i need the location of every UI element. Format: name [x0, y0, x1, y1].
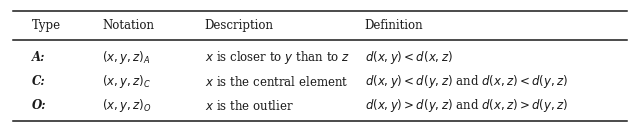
- Text: Type: Type: [32, 19, 61, 32]
- Text: O:: O:: [32, 99, 47, 112]
- Text: $x$ is closer to $y$ than to $z$: $x$ is closer to $y$ than to $z$: [205, 49, 350, 66]
- Text: $d(x, y) > d(y, z)$ and $d(x, z) > d(y, z)$: $d(x, y) > d(y, z)$ and $d(x, z) > d(y, …: [365, 97, 568, 114]
- Text: $x$ is the outlier: $x$ is the outlier: [205, 99, 294, 113]
- Text: Description: Description: [205, 19, 274, 32]
- Text: $(x, y, z)_O$: $(x, y, z)_O$: [102, 97, 152, 114]
- Text: $d(x, y) < d(y, z)$ and $d(x, z) < d(y, z)$: $d(x, y) < d(y, z)$ and $d(x, z) < d(y, …: [365, 73, 568, 90]
- Text: Notation: Notation: [102, 19, 154, 32]
- Text: $(x, y, z)_A$: $(x, y, z)_A$: [102, 49, 151, 66]
- Text: Definition: Definition: [365, 19, 424, 32]
- Text: C:: C:: [32, 75, 45, 88]
- Text: $x$ is the central element: $x$ is the central element: [205, 75, 348, 89]
- Text: $d(x, y) < d(x, z)$: $d(x, y) < d(x, z)$: [365, 49, 452, 66]
- Text: $(x, y, z)_C$: $(x, y, z)_C$: [102, 73, 152, 90]
- Text: A:: A:: [32, 51, 45, 64]
